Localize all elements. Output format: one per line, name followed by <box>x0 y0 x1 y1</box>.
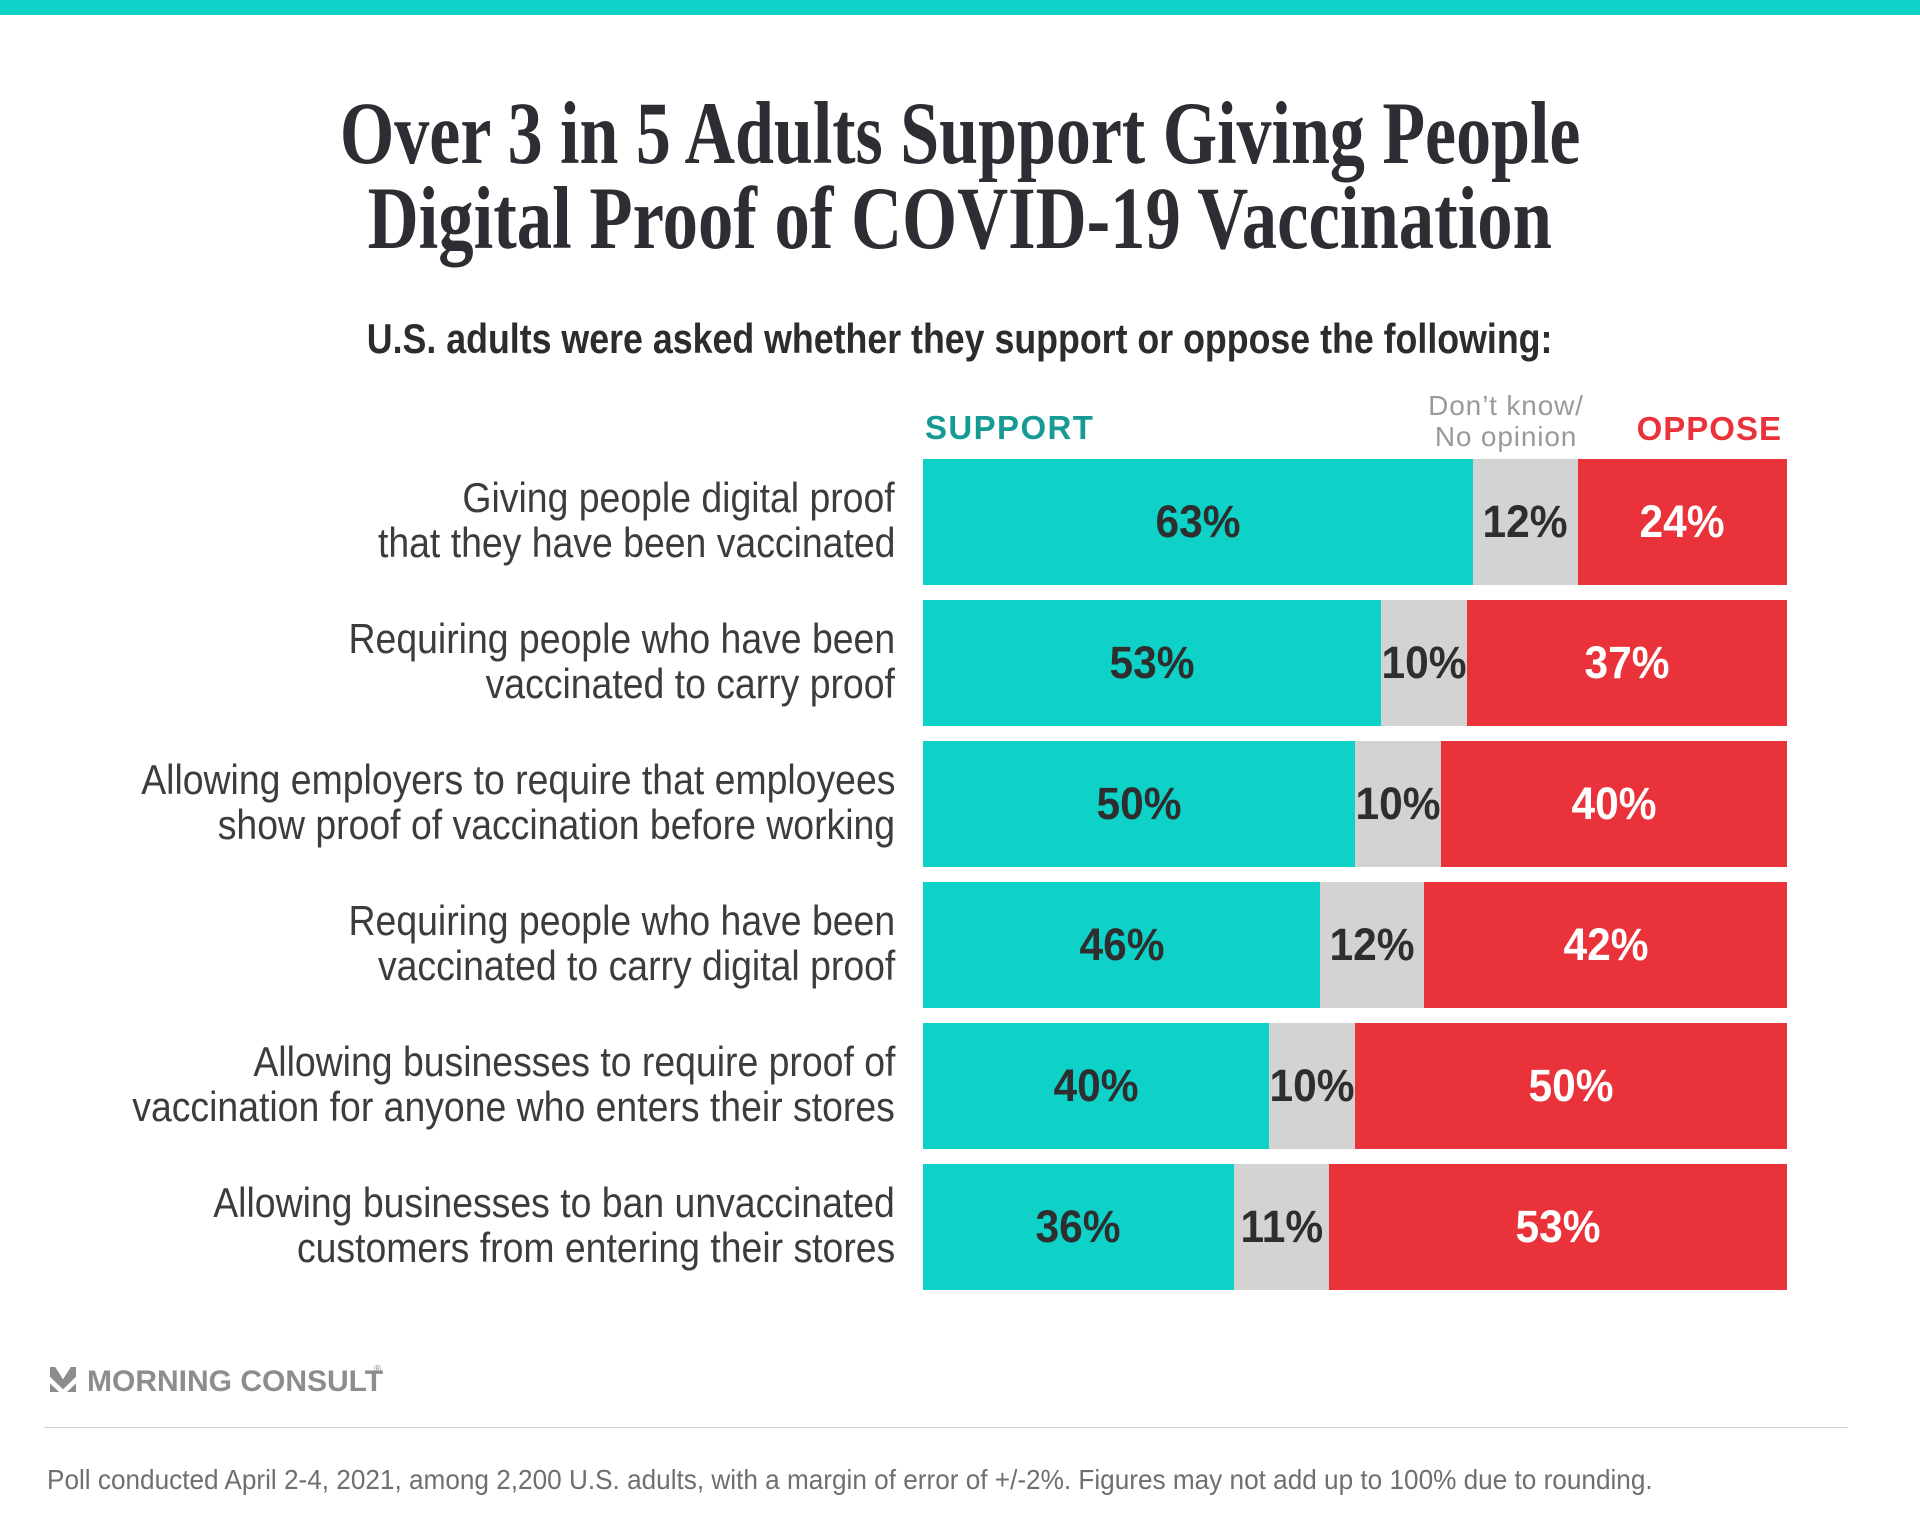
legend-dontknow-line1: Don’t know/ <box>1428 390 1584 421</box>
page-title-line1: Over 3 in 5 Adults Support Giving People <box>339 85 1581 183</box>
bar-row: 36% 11% 53% <box>923 1164 1787 1290</box>
bar-row-label-line: Allowing businesses to ban unvaccinated <box>213 1179 895 1226</box>
bar-segment-dontknow: 10% <box>1380 600 1468 726</box>
bar-row-label-line: Requiring people who have been <box>348 615 895 662</box>
bar-row-label: Giving people digital proof that they hav… <box>15 475 895 565</box>
bar-row: 40% 10% 50% <box>923 1023 1787 1149</box>
bar-segment-value: 46% <box>1079 918 1165 970</box>
bar-segment-oppose: 50% <box>1354 1023 1787 1149</box>
footer-divider <box>44 1427 1848 1428</box>
morning-consult-logo-icon <box>50 1367 76 1392</box>
bar-segment-value: 42% <box>1563 918 1649 970</box>
bar-segment-dontknow: 10% <box>1268 1023 1355 1149</box>
bar-segment-support: 53% <box>923 600 1381 726</box>
bar-segment-value: 53% <box>1515 1200 1601 1252</box>
legend-oppose-label: OPPOSE <box>1636 410 1782 447</box>
bar-row-label: Requiring people who have been vaccinated… <box>15 898 895 988</box>
footnote: Poll conducted April 2-4, 2021, among 2,… <box>47 1464 1653 1495</box>
bar-segment-oppose: 53% <box>1329 1164 1787 1290</box>
bar-segment-dontknow: 12% <box>1472 459 1578 585</box>
morning-consult-logo-text: MORNING CONSULT <box>87 1365 384 1398</box>
registered-trademark-icon: ® <box>374 1364 382 1375</box>
page-title: Over 3 in 5 Adults Support Giving People… <box>0 85 1920 268</box>
bar-segment-support: 40% <box>923 1023 1269 1149</box>
bar-segment-support: 46% <box>923 882 1321 1008</box>
bar-row-label-line: that they have been vaccinated <box>377 519 895 566</box>
bar-segment-value: 53% <box>1109 636 1195 688</box>
bar-row-label-line: show proof of vaccination before working <box>217 801 895 848</box>
bar-row-label: Allowing businesses to require proof of v… <box>15 1039 895 1129</box>
bar-segment-support: 50% <box>923 741 1355 867</box>
bar-segment-oppose: 42% <box>1424 882 1787 1008</box>
bar-segment-value: 12% <box>1482 495 1568 547</box>
bar-segment-value: 11% <box>1240 1200 1323 1252</box>
bar-row-label-line: vaccinated to carry digital proof <box>377 942 895 989</box>
legend-dontknow-label: Don’t know/ No opinion <box>1306 390 1706 452</box>
bar-row-label-line: Allowing businesses to require proof of <box>252 1038 895 1085</box>
bar-segment-dontknow: 12% <box>1320 882 1425 1008</box>
bar-row: 53% 10% 37% <box>923 600 1787 726</box>
bar-row-label: Requiring people who have been vaccinated… <box>15 616 895 706</box>
bar-segment-value: 24% <box>1639 495 1725 547</box>
chart-subtitle: U.S. adults were asked whether they supp… <box>367 315 1553 362</box>
bar-row-label-line: Giving people digital proof <box>462 474 895 521</box>
page-title-line2: Digital Proof of COVID-19 Vaccination <box>367 170 1553 268</box>
bar-segment-value: 40% <box>1571 777 1657 829</box>
bar-segment-dontknow: 11% <box>1234 1164 1330 1290</box>
bar-row-label-line: vaccinated to carry proof <box>485 660 895 707</box>
bar-segment-value: 10% <box>1381 636 1467 688</box>
bar-segment-value: 36% <box>1035 1200 1122 1252</box>
legend-support-label: SUPPORT <box>925 409 1095 446</box>
bar-segment-support: 36% <box>923 1164 1235 1290</box>
bar-segment-oppose: 40% <box>1441 741 1787 867</box>
bar-segment-dontknow: 10% <box>1355 741 1442 867</box>
bar-row: 46% 12% 42% <box>923 882 1787 1008</box>
bar-segment-value: 63% <box>1155 495 1241 547</box>
bar-segment-value: 50% <box>1096 777 1182 829</box>
bar-row: 63% 12% 24% <box>923 459 1787 585</box>
bar-segment-value: 40% <box>1053 1059 1139 1111</box>
bar-row-label: Allowing businesses to ban unvaccinated c… <box>15 1180 895 1270</box>
bar-segment-value: 37% <box>1584 636 1670 688</box>
bar-segment-oppose: 24% <box>1577 459 1787 585</box>
bar-row-label-line: vaccination for anyone who enters their … <box>132 1083 895 1130</box>
bar-row: 50% 10% 40% <box>923 741 1787 867</box>
bar-segment-value: 10% <box>1269 1059 1355 1111</box>
legend-dontknow-line2: No opinion <box>1434 421 1578 452</box>
bar-segment-support: 63% <box>923 459 1473 585</box>
bar-segment-value: 12% <box>1329 918 1415 970</box>
bar-segment-value: 50% <box>1528 1059 1614 1111</box>
bar-segment-oppose: 37% <box>1467 600 1787 726</box>
bar-row-label: Allowing employers to require that emplo… <box>15 757 895 847</box>
top-accent-bar <box>0 0 1920 15</box>
bar-segment-value: 10% <box>1355 777 1441 829</box>
bar-row-label-line: customers from entering their stores <box>296 1224 895 1271</box>
bar-row-label-line: Allowing employers to require that emplo… <box>140 756 895 803</box>
bar-row-label-line: Requiring people who have been <box>348 897 895 944</box>
